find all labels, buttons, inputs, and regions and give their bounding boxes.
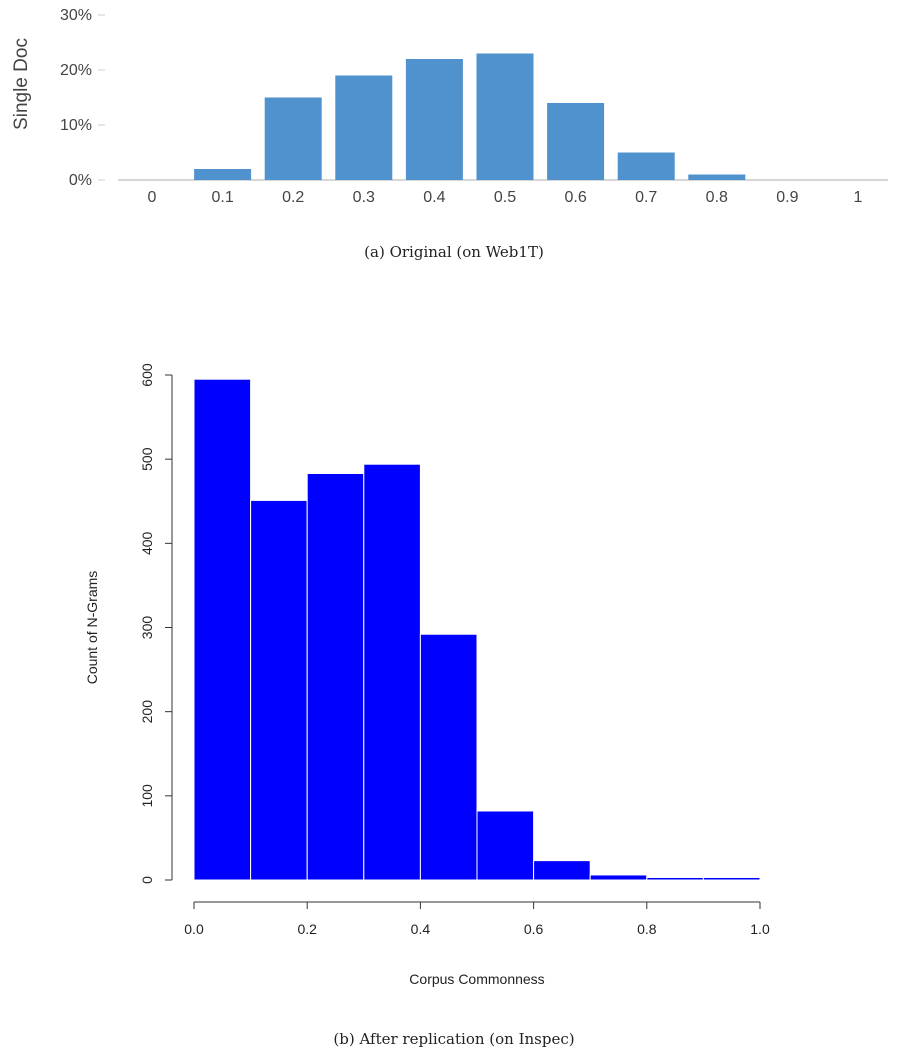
x-tick-label: 0.6 xyxy=(524,921,544,937)
x-axis-title: Corpus Commonness xyxy=(409,971,544,987)
histogram-bar xyxy=(419,633,478,881)
histogram-bar xyxy=(589,874,648,881)
y-tick-label: 100 xyxy=(139,784,155,808)
histogram-bar xyxy=(533,860,591,881)
caption-b: (b) After replication (on Inspec) xyxy=(333,1030,575,1048)
y-tick-label: 30% xyxy=(60,7,92,24)
y-axis-title: Count of N-Grams xyxy=(84,571,100,685)
x-tick-label: 0.5 xyxy=(494,189,516,206)
x-tick-label: 0.2 xyxy=(297,921,317,937)
x-tick-label: 0.8 xyxy=(637,921,657,937)
x-tick-label: 0.1 xyxy=(211,189,233,206)
chart-a: Single Doc 0% 10% 20% 30% 0 0.1 0.2 0.3 0.4 0.5 0.6… xyxy=(11,7,888,206)
histogram-bar xyxy=(702,876,761,881)
y-tick-label: 300 xyxy=(139,616,155,640)
x-tick-label: 0 xyxy=(148,189,157,206)
bar-0.2 xyxy=(264,97,322,180)
bar-0.1 xyxy=(194,169,252,180)
y-tick-label: 0 xyxy=(139,876,155,884)
histogram-bar xyxy=(306,472,365,881)
histogram-bar xyxy=(476,810,535,881)
bar-0.5 xyxy=(476,53,534,180)
bar-0.3 xyxy=(335,75,393,180)
x-tick-label: 1.0 xyxy=(750,921,770,937)
x-tick-label: 0.4 xyxy=(411,921,431,937)
histogram-bar xyxy=(363,463,421,881)
bar-0.4 xyxy=(405,59,463,180)
histogram-bar xyxy=(193,378,252,881)
y-tick-label: 20% xyxy=(60,62,92,79)
x-tick-label: 0.2 xyxy=(282,189,304,206)
chart-b: 0 100 200 300 400 500 600 Count of N-Grams 0.0 0.… xyxy=(84,363,770,987)
x-tick-label: 0.0 xyxy=(184,921,204,937)
histogram-bar xyxy=(646,876,704,881)
y-tick-label: 10% xyxy=(60,117,92,134)
y-tick-label: 500 xyxy=(139,447,155,471)
x-tick-label: 0.8 xyxy=(706,189,728,206)
histogram-bar xyxy=(250,499,308,881)
x-tick-label: 0.4 xyxy=(423,189,445,206)
y-tick-label: 600 xyxy=(139,363,155,387)
bar-0.7 xyxy=(617,152,675,180)
y-tick-label: 200 xyxy=(139,700,155,724)
x-tick-label: 0.3 xyxy=(353,189,375,206)
x-tick-label: 1 xyxy=(854,189,863,206)
bar-0.6 xyxy=(547,103,605,180)
y-tick-label: 0% xyxy=(69,172,92,189)
bar-0.8 xyxy=(688,174,746,180)
x-tick-label: 0.9 xyxy=(776,189,798,206)
x-tick-label: 0.7 xyxy=(635,189,657,206)
x-tick-label: 0.6 xyxy=(564,189,586,206)
caption-a: (a) Original (on Web1T) xyxy=(364,243,544,261)
y-axis-title: Single Doc xyxy=(11,38,32,130)
y-tick-label: 400 xyxy=(139,531,155,555)
